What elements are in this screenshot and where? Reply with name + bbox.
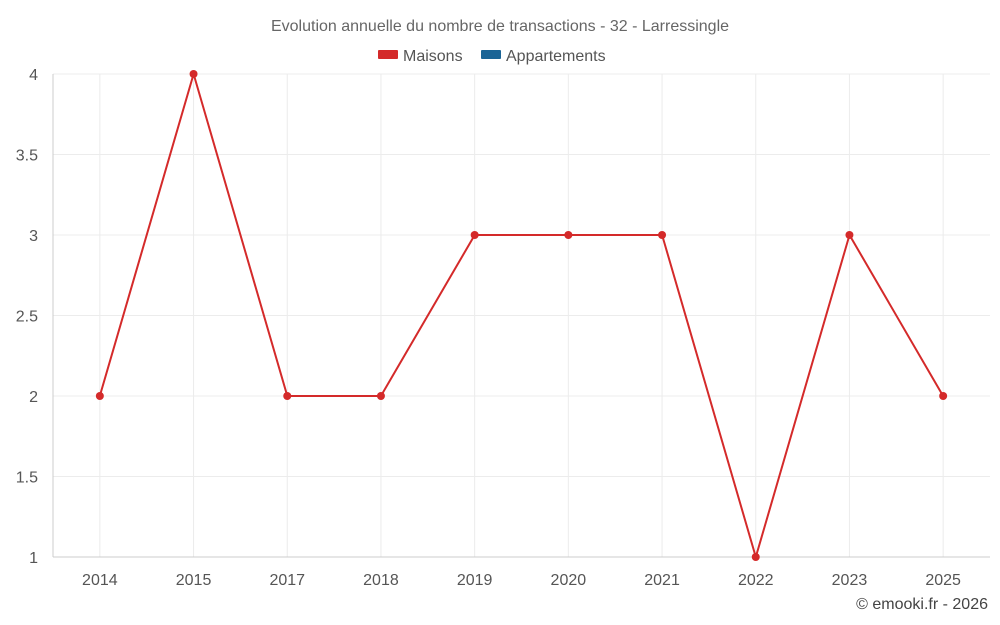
x-tick-label: 2021 [644,572,680,589]
x-tick-label: 2014 [82,572,118,589]
credit-text: © emooki.fr - 2026 [856,596,988,613]
y-tick-label: 3.5 [16,148,38,165]
x-tick-label: 2019 [457,572,493,589]
legend-swatch-appartements[interactable] [481,50,501,59]
y-axis-ticks: 1 1.5 2 2.5 3 3.5 4 [16,67,38,567]
legend-label-maisons[interactable]: Maisons [403,48,463,65]
data-point[interactable] [376,392,385,400]
data-point[interactable] [845,231,854,239]
x-tick-label: 2017 [269,572,305,589]
y-tick-label: 2 [29,389,38,406]
legend-swatch-maisons[interactable] [378,50,398,59]
x-tick-label: 2018 [363,572,399,589]
grid-lines [52,73,990,558]
x-tick-label: 2020 [551,572,587,589]
x-axis-ticks: 2014 2015 2017 2018 2019 2020 2021 2022 2023 2025 [82,572,961,589]
y-tick-label: 1 [29,550,38,567]
data-point[interactable] [751,553,760,561]
data-point[interactable] [95,392,104,400]
data-point[interactable] [470,231,479,239]
data-point[interactable] [658,231,667,239]
data-point[interactable] [283,392,292,400]
legend: Maisons Appartements [378,48,606,65]
x-tick-label: 2022 [738,572,774,589]
data-point[interactable] [564,231,573,239]
data-point[interactable] [939,392,948,400]
x-tick-label: 2025 [925,572,961,589]
y-tick-label: 4 [29,67,38,84]
y-tick-label: 2.5 [16,309,38,326]
data-point[interactable] [189,70,198,78]
legend-label-appartements[interactable]: Appartements [506,48,606,65]
chart-title: Evolution annuelle du nombre de transact… [271,18,729,35]
x-tick-label: 2023 [832,572,868,589]
y-tick-label: 1.5 [16,470,38,487]
series-layer [95,70,948,561]
series-line-maisons [98,73,944,558]
x-tick-label: 2015 [176,572,212,589]
y-tick-label: 3 [29,228,38,245]
